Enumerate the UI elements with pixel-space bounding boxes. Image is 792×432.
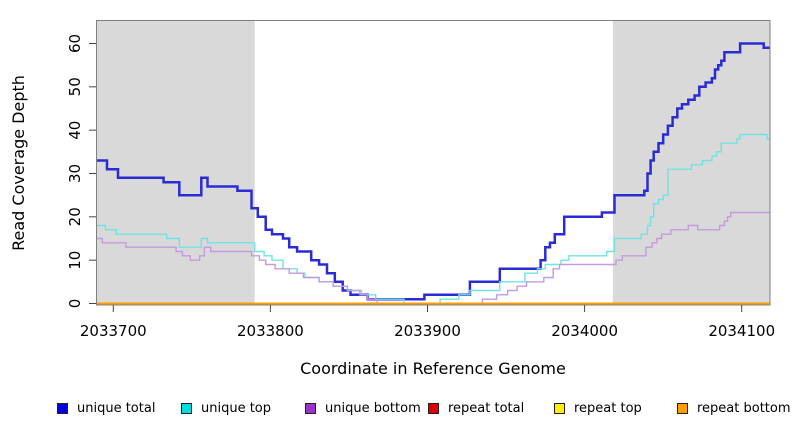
- legend-item-repeat-top: repeat top: [554, 400, 642, 416]
- x-tick-label: 2034100: [708, 322, 775, 340]
- x-tick-label: 2034000: [551, 322, 618, 340]
- legend-swatch-icon: [554, 402, 565, 414]
- y-tick-label: 40: [66, 121, 84, 140]
- shaded-region: [96, 21, 255, 305]
- legend-swatch-icon: [428, 402, 439, 414]
- legend-item-repeat-bottom: repeat bottom: [677, 400, 791, 416]
- plot-border: [96, 20, 771, 306]
- x-tick-label: 2033900: [394, 322, 461, 340]
- legend-swatch-icon: [677, 402, 688, 414]
- axis-ticks: [89, 43, 743, 312]
- legend-item-unique-top: unique top: [181, 400, 271, 416]
- axis-tick-labels: 2033700 2033800 2033900 2034000 2034100 0 10 20…: [66, 34, 775, 340]
- series-lines: [96, 42, 770, 305]
- legend-swatch-icon: [305, 402, 316, 414]
- legend-swatch-icon: [57, 402, 68, 414]
- x-tick-label: 2033800: [237, 322, 304, 340]
- legend-label: unique total: [77, 400, 156, 416]
- y-axis-label: Read Coverage Depth: [9, 75, 28, 251]
- x-tick-label: 2033700: [80, 322, 147, 340]
- y-tick-label: 30: [66, 164, 84, 183]
- legend-label: repeat bottom: [697, 400, 791, 416]
- y-tick-label: 10: [66, 251, 84, 270]
- legend-label: unique bottom: [325, 400, 421, 416]
- x-axis-label: Coordinate in Reference Genome: [300, 359, 566, 378]
- legend-label: repeat total: [448, 400, 525, 416]
- shaded-regions: [96, 21, 770, 305]
- legend-label: repeat top: [574, 400, 642, 416]
- legend-label: unique top: [201, 400, 272, 416]
- legend-swatch-icon: [181, 402, 192, 414]
- series-line-unique-top: [96, 133, 770, 305]
- y-tick-label: 60: [66, 34, 84, 53]
- y-tick-label: 20: [66, 207, 84, 226]
- series-line-unique-bottom: [96, 211, 770, 305]
- legend-item-repeat-total: repeat total: [428, 400, 524, 416]
- legend: unique total unique top unique bottom repea…: [0, 400, 792, 418]
- y-tick-label: 0: [66, 299, 84, 309]
- shaded-region: [612, 21, 770, 305]
- y-tick-label: 50: [66, 77, 84, 96]
- series-line-unique-total: [96, 42, 770, 301]
- legend-item-unique-bottom: unique bottom: [305, 400, 421, 416]
- legend-item-unique-total: unique total: [57, 400, 155, 416]
